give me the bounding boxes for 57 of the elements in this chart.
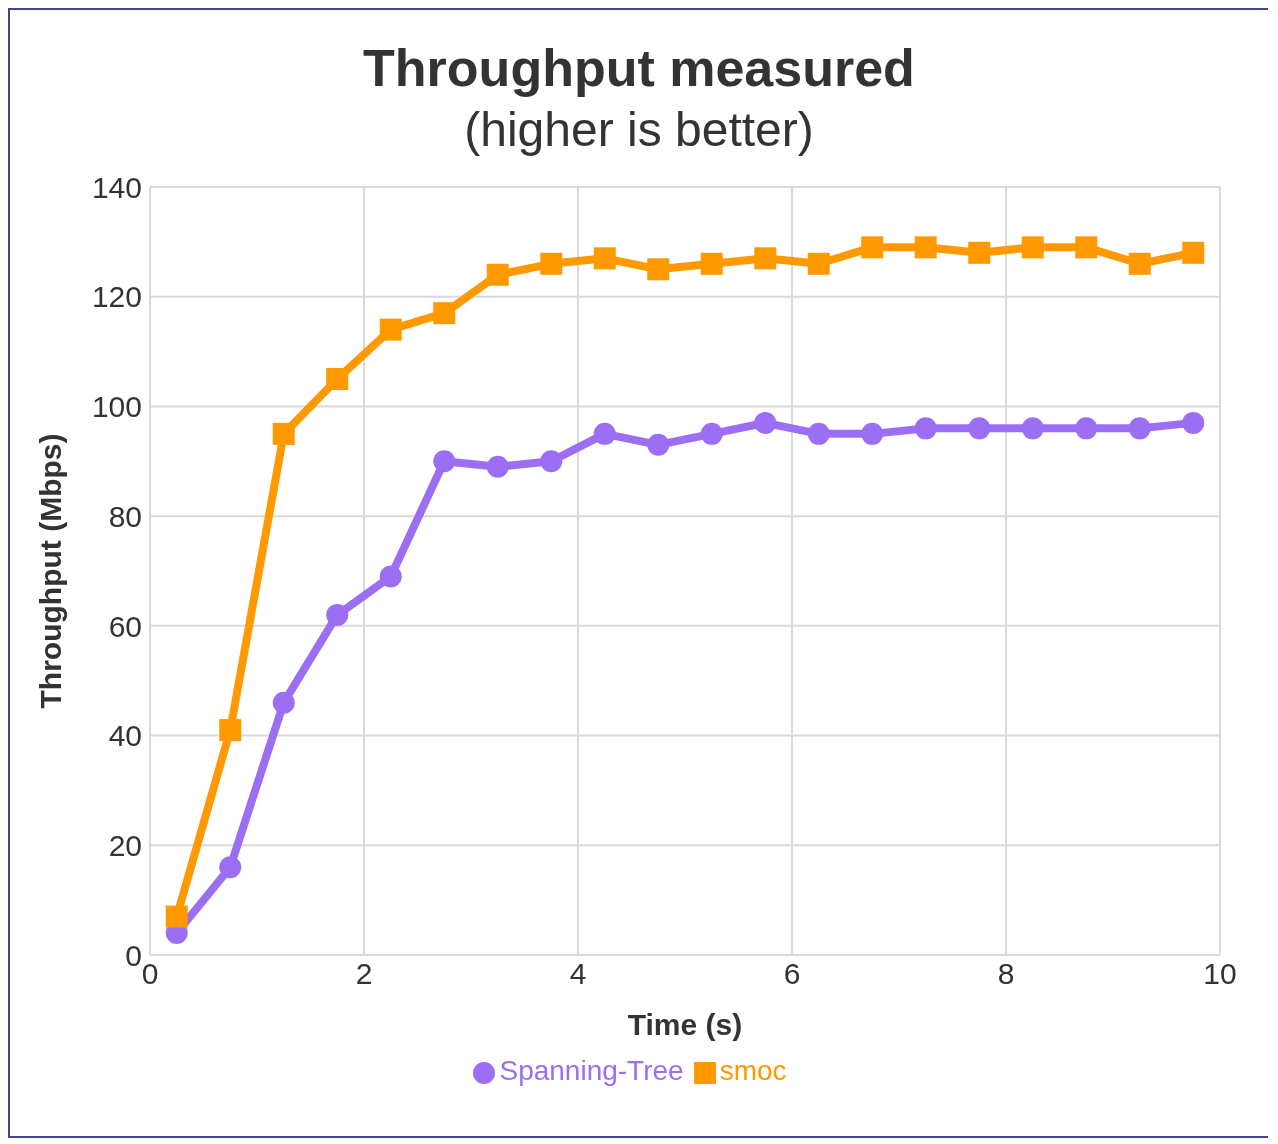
point: [272, 422, 295, 445]
point: [1182, 411, 1205, 434]
y-tick-label: 60: [108, 609, 142, 643]
point: [540, 450, 563, 473]
point: [968, 417, 991, 440]
point: [486, 455, 509, 478]
point: [379, 565, 402, 588]
point: [433, 450, 456, 473]
y-tick-label: 80: [108, 499, 142, 533]
point: [754, 247, 777, 270]
x-tick-label: 8: [997, 957, 1015, 991]
y-axis-title: Throughput (Mbps): [33, 433, 67, 709]
point: [486, 263, 509, 286]
point: [807, 252, 830, 275]
point: [1128, 252, 1151, 275]
x-tick-label: 4: [569, 957, 587, 991]
point: [326, 368, 349, 390]
point: [165, 905, 188, 928]
point: [647, 258, 670, 281]
point: [593, 422, 616, 445]
point: [1021, 417, 1044, 440]
point: [1182, 241, 1205, 264]
point: [700, 252, 723, 275]
point: [700, 422, 723, 445]
point: [647, 433, 670, 456]
legend-label: Spanning-Tree: [499, 1055, 684, 1086]
chart-title: Throughput measured: [362, 38, 916, 98]
point: [219, 719, 242, 742]
y-tick-label: 20: [108, 828, 142, 862]
point: [219, 856, 242, 879]
point: [1075, 236, 1098, 259]
point: [968, 241, 991, 264]
point: [914, 236, 937, 259]
x-tick-label: 2: [355, 957, 373, 991]
point: [272, 691, 295, 714]
point: [326, 603, 349, 626]
y-tick-label: 100: [91, 390, 142, 424]
point: [754, 411, 777, 434]
point: [433, 302, 456, 325]
x-axis-title: Time (s): [627, 1008, 743, 1041]
x-tick-label: 6: [783, 957, 801, 991]
point: [1128, 417, 1151, 440]
point: [1021, 236, 1044, 259]
point: [861, 236, 884, 259]
point: [379, 318, 402, 341]
y-tick-label: 40: [108, 719, 142, 753]
point: [914, 417, 937, 440]
point: [593, 247, 616, 270]
point: [861, 422, 884, 445]
point: [540, 252, 563, 275]
legend-label: smoc: [719, 1055, 787, 1086]
y-tick-label: 140: [91, 170, 142, 204]
point: [1075, 417, 1098, 440]
chart-subtitle: (higher is better): [463, 102, 815, 157]
y-tick-label: 120: [91, 280, 142, 314]
x-tick-label: 10: [1203, 957, 1237, 991]
point: [807, 422, 830, 445]
